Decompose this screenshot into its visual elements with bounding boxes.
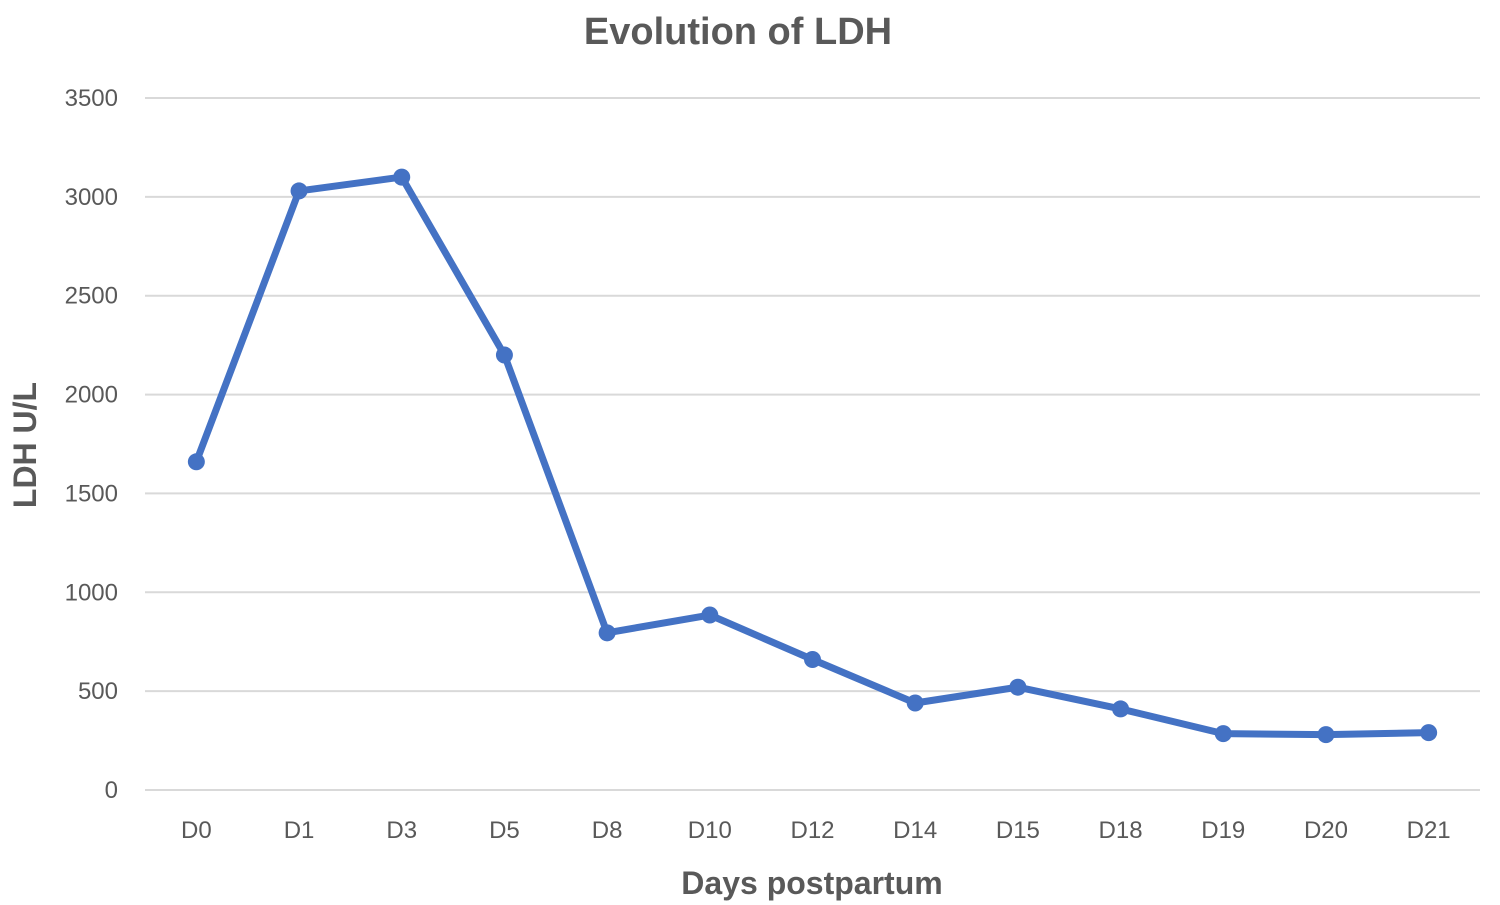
x-tick-label: D3 <box>386 817 417 844</box>
series-line <box>192 173 1433 739</box>
x-tick-label: D15 <box>996 817 1040 844</box>
y-tick-label: 3500 <box>65 85 118 112</box>
x-tick-label: D21 <box>1407 817 1451 844</box>
data-point-d5 <box>495 346 513 364</box>
data-point-d12 <box>804 651 821 669</box>
x-tick-label: D18 <box>1099 817 1143 844</box>
y-axis-title: LDH U/L <box>7 382 43 508</box>
x-tick-label: D19 <box>1201 817 1245 844</box>
y-tick-label: 500 <box>78 678 118 705</box>
x-tick-label: D1 <box>284 817 315 844</box>
y-axis-ticks: 0 500 1000 1500 2000 2500 3000 3500 <box>65 85 118 804</box>
x-tick-label: D8 <box>592 817 623 844</box>
data-point-d18 <box>1112 700 1130 718</box>
data-point-d0 <box>187 453 205 471</box>
y-tick-label: 2500 <box>65 283 118 310</box>
x-tick-label: D0 <box>181 817 212 844</box>
y-tick-label: 2000 <box>65 382 118 409</box>
data-point-d15 <box>1009 678 1027 696</box>
x-axis-title: Days postpartum <box>681 865 942 901</box>
y-tick-label: 0 <box>105 777 118 804</box>
x-tick-label: D10 <box>688 817 732 844</box>
data-point-d10 <box>701 606 719 624</box>
data-point-d14 <box>906 694 924 712</box>
gridlines <box>145 97 1480 791</box>
data-point-d21 <box>1420 724 1438 742</box>
data-point-d8 <box>598 624 616 642</box>
data-point-d3 <box>393 168 411 186</box>
series-layer <box>187 168 1438 744</box>
y-tick-label: 1000 <box>65 579 118 606</box>
data-point-d19 <box>1214 725 1232 743</box>
x-axis-ticks: D0 D1 D3 D5 D8 D10 D12 D14 D15 D18 D19 D20 D21 <box>181 817 1451 844</box>
x-tick-label: D20 <box>1304 817 1348 844</box>
data-point-d1 <box>290 182 308 200</box>
y-tick-label: 1500 <box>65 480 118 507</box>
data-point-d20 <box>1317 726 1335 744</box>
x-tick-label: D14 <box>893 817 937 844</box>
x-tick-label: D12 <box>790 817 834 844</box>
y-tick-label: 3000 <box>65 184 118 211</box>
chart-title: Evolution of LDH <box>584 11 892 53</box>
x-tick-label: D5 <box>489 817 520 844</box>
